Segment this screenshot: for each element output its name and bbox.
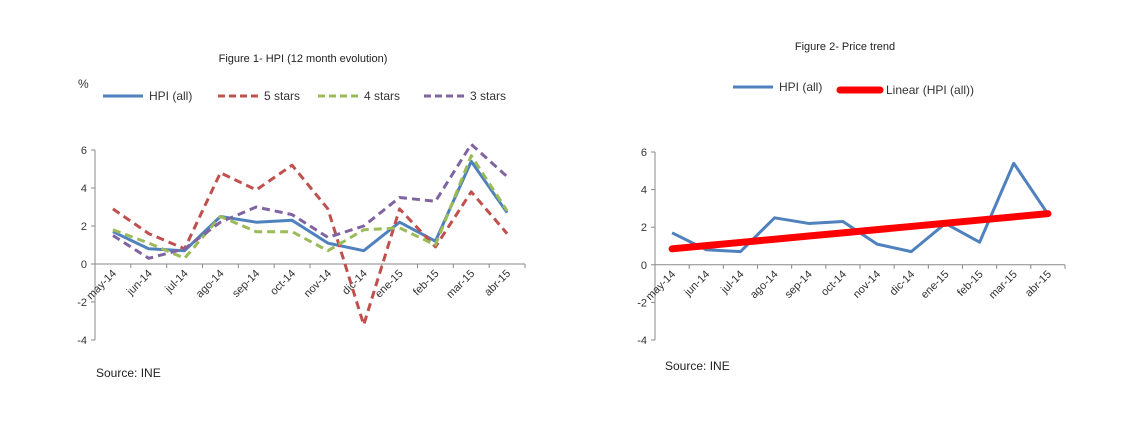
y-tick-label: -4 — [77, 335, 87, 347]
legend-entry: 3 stars — [470, 89, 506, 103]
chart-title: Figure 1- HPI (12 month evolution) — [219, 53, 388, 65]
x-tick-label: jul-14 — [718, 268, 746, 296]
x-tick-label: mar-15 — [987, 268, 1020, 301]
x-tick-label: jun-14 — [124, 268, 155, 299]
x-tick-label: nov-14 — [851, 268, 883, 300]
x-tick-label: ago-14 — [194, 268, 227, 301]
x-tick-label: feb-15 — [955, 268, 986, 299]
y-tick-label: 2 — [81, 221, 87, 233]
x-tick-label: dic-14 — [888, 268, 918, 298]
figure-2-chart: Figure 2- Price trend HPI (all) Linear (HP… — [565, 0, 1120, 427]
y-tick-label: 4 — [81, 183, 87, 195]
x-tick-label: nov-14 — [302, 268, 334, 300]
x-tick-label: jul-14 — [162, 268, 190, 296]
x-tick-label: may-14 — [85, 268, 119, 302]
source-note: Source: INE — [665, 359, 730, 373]
legend-entry: Linear (HPI (all)) — [886, 83, 974, 97]
x-tick-label: oct-14 — [268, 268, 298, 298]
y-tick-label: 4 — [641, 185, 647, 197]
y-tick-label: -2 — [637, 297, 647, 309]
x-tick-label: oct-14 — [819, 268, 849, 298]
y-tick-label: 0 — [81, 259, 87, 271]
x-tick-label: may-14 — [644, 268, 678, 302]
legend-entry: 4 stars — [364, 89, 400, 103]
series-line — [672, 163, 1048, 251]
series-line — [672, 214, 1048, 249]
x-tick-label: abr-15 — [482, 268, 513, 299]
chart-title: Figure 2- Price trend — [795, 41, 895, 53]
y-tick-label: 6 — [81, 145, 87, 157]
figure-1-chart: Figure 1- HPI (12 month evolution)% HPI (… — [0, 0, 560, 427]
x-tick-label: feb-15 — [411, 268, 442, 299]
figure-1-svg: Figure 1- HPI (12 month evolution)% HPI (… — [0, 0, 560, 427]
y-tick-label: 0 — [641, 260, 647, 272]
x-tick-label: abr-15 — [1023, 268, 1054, 299]
y-tick-label: 6 — [641, 147, 647, 159]
legend-entry: HPI (all) — [779, 80, 822, 94]
x-tick-label: sep-14 — [783, 268, 815, 300]
y-tick-label: 2 — [641, 222, 647, 234]
y-tick-label: -2 — [77, 297, 87, 309]
x-tick-label: mar-15 — [444, 268, 477, 301]
x-tick-label: jun-14 — [682, 268, 713, 299]
y-axis-unit: % — [78, 77, 89, 91]
x-tick-label: sep-14 — [230, 268, 262, 300]
y-tick-label: -4 — [637, 335, 647, 347]
x-tick-label: ene-15 — [919, 268, 952, 301]
series-line — [113, 165, 507, 325]
figure-2-svg: Figure 2- Price trend HPI (all) Linear (HP… — [565, 0, 1120, 427]
series-line — [113, 161, 507, 250]
x-tick-label: ago-14 — [748, 268, 781, 301]
legend-entry: HPI (all) — [149, 89, 192, 103]
legend-entry: 5 stars — [264, 89, 300, 103]
source-note: Source: INE — [96, 366, 161, 380]
